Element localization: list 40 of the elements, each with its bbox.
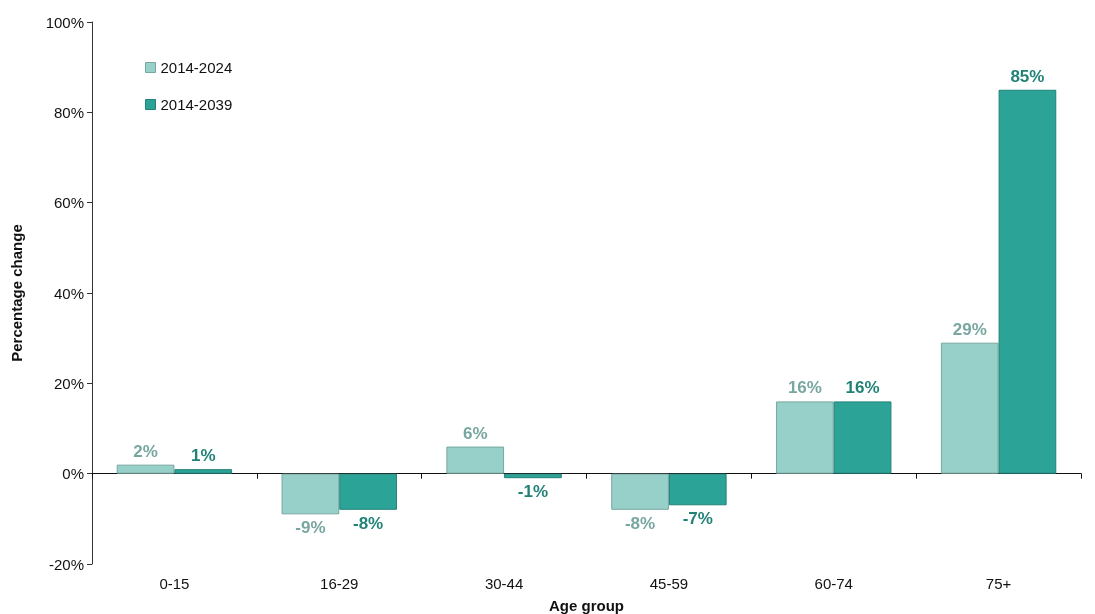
bar	[446, 446, 505, 474]
bar	[998, 89, 1057, 474]
bar	[116, 464, 175, 474]
y-tick-label: 80%	[53, 103, 84, 121]
data-label: -1%	[517, 482, 549, 502]
data-label: -8%	[624, 513, 656, 533]
data-label: 29%	[952, 319, 987, 339]
data-label: -9%	[295, 518, 326, 538]
y-tick-label: 0%	[62, 465, 84, 483]
y-tick-label: 60%	[53, 194, 84, 212]
x-tick-label: 16-29	[320, 575, 359, 592]
data-label: 6%	[462, 423, 488, 443]
x-tick-label: 60-74	[814, 575, 853, 592]
bar	[668, 473, 727, 506]
data-label: -7%	[682, 509, 713, 529]
x-tick-label: 0-15	[159, 575, 190, 592]
x-tick-label: 45-59	[649, 575, 689, 592]
y-axis-title: Percentage change	[8, 224, 25, 362]
bar	[174, 469, 233, 474]
x-axis-title: Age group	[549, 597, 624, 614]
bar	[281, 473, 340, 515]
legend-label: 2014-2024	[160, 59, 233, 76]
bar	[339, 473, 397, 510]
y-tick-label: 100%	[45, 13, 84, 31]
y-tick-label: 40%	[53, 284, 84, 302]
data-label: 1%	[190, 446, 216, 466]
bar	[611, 473, 669, 510]
bar	[833, 401, 892, 474]
data-label: 16%	[787, 378, 822, 398]
data-label: 85%	[1010, 66, 1045, 86]
data-label: 2%	[133, 441, 158, 461]
y-tick-label: -20%	[48, 555, 84, 573]
x-tick-label: 30-44	[484, 575, 524, 592]
bar	[776, 401, 834, 474]
data-label: -8%	[352, 513, 384, 533]
data-label: 16%	[845, 378, 880, 398]
bar	[940, 342, 999, 474]
y-tick-label: 20%	[53, 374, 84, 392]
x-tick-label: 75+	[985, 575, 1012, 592]
legend-label: 2014-2039	[160, 96, 233, 113]
